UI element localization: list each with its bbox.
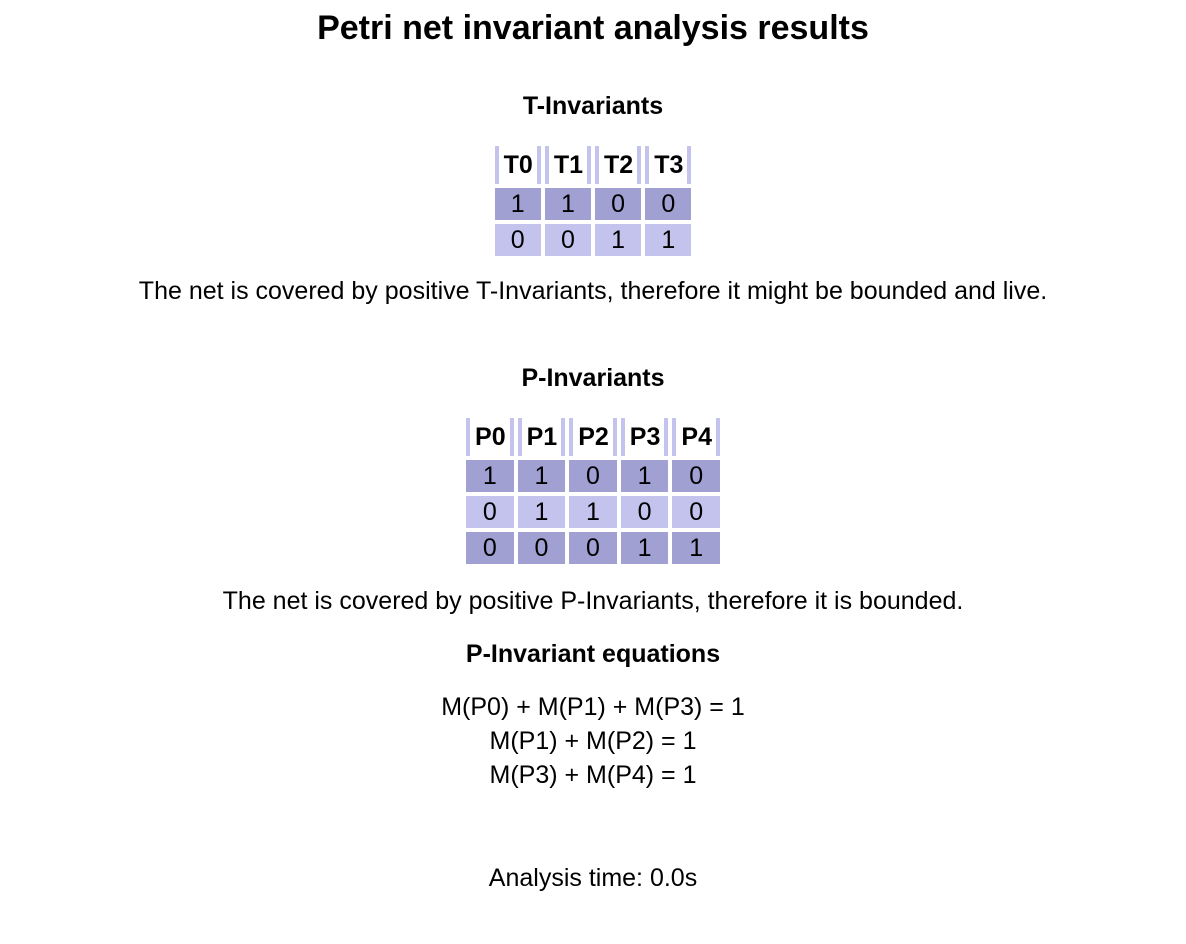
- table-cell: 0: [494, 224, 541, 256]
- p-invariants-table-wrap: P0 P1 P2 P3 P4 1 1 0 1 0 0 1 1 0 0: [0, 414, 1186, 568]
- analysis-time: Analysis time: 0.0s: [488, 864, 698, 892]
- table-cell: 1: [569, 496, 617, 528]
- column-header: P4: [672, 418, 720, 456]
- equations-block: M(P0) + M(P1) + M(P3) = 1 M(P1) + M(P2) …: [0, 690, 1186, 792]
- t-invariants-header-row: T0 T1 T2 T3: [494, 146, 692, 184]
- table-cell: 0: [672, 460, 720, 492]
- table-cell: 0: [595, 188, 642, 220]
- table-cell: 1: [620, 460, 669, 492]
- table-row: 1 1 0 0: [494, 188, 692, 220]
- p-invariants-table: P0 P1 P2 P3 P4 1 1 0 1 0 0 1 1 0 0: [462, 414, 724, 568]
- table-cell: 1: [595, 224, 642, 256]
- table-cell: 1: [620, 532, 669, 564]
- table-row: 0 0 1 1: [494, 224, 692, 256]
- p-invariants-conclusion: The net is covered by positive P-Invaria…: [222, 587, 964, 615]
- equation-line: M(P3) + M(P4) = 1: [489, 761, 697, 789]
- equation-line: M(P1) + M(P2) = 1: [489, 727, 697, 755]
- table-cell: 1: [544, 188, 591, 220]
- table-cell: 1: [494, 188, 541, 220]
- column-header: T0: [494, 146, 541, 184]
- column-header: P3: [620, 418, 669, 456]
- table-cell: 0: [466, 532, 514, 564]
- p-invariants-heading: P-Invariants: [521, 364, 665, 392]
- page-title: Petri net invariant analysis results: [317, 9, 869, 47]
- table-row: 0 1 1 0 0: [466, 496, 720, 528]
- t-invariants-heading: T-Invariants: [522, 92, 664, 120]
- table-cell: 1: [672, 532, 720, 564]
- t-invariants-conclusion: The net is covered by positive T-Invaria…: [138, 277, 1048, 305]
- t-invariants-table: T0 T1 T2 T3 1 1 0 0 0 0 1 1: [491, 142, 696, 260]
- table-row: 0 0 0 1 1: [466, 532, 720, 564]
- table-row: 1 1 0 1 0: [466, 460, 720, 492]
- column-header: T3: [645, 146, 692, 184]
- column-header: P2: [569, 418, 617, 456]
- table-cell: 1: [645, 224, 692, 256]
- table-cell: 0: [620, 496, 669, 528]
- table-cell: 0: [544, 224, 591, 256]
- table-cell: 0: [672, 496, 720, 528]
- column-header: T2: [595, 146, 642, 184]
- table-cell: 1: [466, 460, 514, 492]
- column-header: P0: [466, 418, 514, 456]
- column-header: P1: [517, 418, 566, 456]
- table-cell: 0: [645, 188, 692, 220]
- table-cell: 1: [517, 496, 566, 528]
- equation-line: M(P0) + M(P1) + M(P3) = 1: [441, 693, 745, 721]
- p-invariants-header-row: P0 P1 P2 P3 P4: [466, 418, 720, 456]
- t-invariants-table-wrap: T0 T1 T2 T3 1 1 0 0 0 0 1 1: [0, 142, 1186, 260]
- table-cell: 0: [517, 532, 566, 564]
- equations-heading: P-Invariant equations: [465, 640, 721, 668]
- table-cell: 0: [569, 532, 617, 564]
- column-header: T1: [544, 146, 591, 184]
- table-cell: 0: [569, 460, 617, 492]
- table-cell: 0: [466, 496, 514, 528]
- table-cell: 1: [517, 460, 566, 492]
